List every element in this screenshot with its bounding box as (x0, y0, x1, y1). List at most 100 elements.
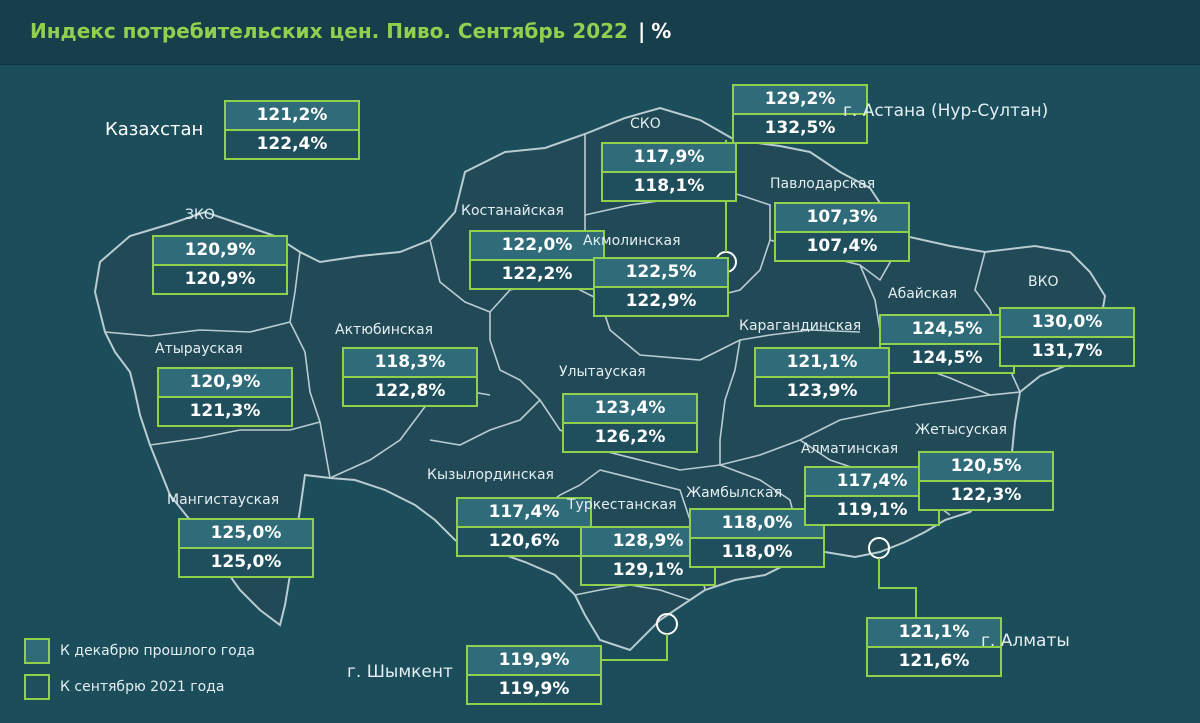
title-text: Индекс потребительских цен. Пиво. Сентяб… (30, 19, 628, 43)
value-sep: 122,2% (471, 261, 603, 288)
label-almaty-city: г. Алматы (981, 631, 1070, 651)
value-sep: 120,9% (154, 266, 286, 293)
title-separator: | (637, 19, 646, 43)
value-sep: 121,3% (159, 398, 291, 425)
label-vko: ВКО (1028, 274, 1059, 290)
box-aktobe: 118,3% 122,8% (342, 347, 478, 407)
border-ulytau-karaganda (599, 299, 861, 361)
value-sep: 118,1% (603, 173, 735, 200)
value-dec: 118,3% (344, 349, 476, 378)
value-sep: 129,1% (582, 557, 714, 584)
legend-item-sep: К сентябрю 2021 года (24, 669, 255, 705)
value-dec: 120,9% (159, 369, 291, 398)
value-dec: 122,0% (471, 232, 603, 261)
box-shymkent: 119,9% 119,9% (466, 645, 602, 705)
label-zko: ЗКО (185, 207, 215, 223)
value-dec: 130,0% (1001, 309, 1133, 338)
almaty-leader (878, 558, 917, 617)
box-zhetysu: 120,5% 122,3% (918, 451, 1054, 511)
shymkent-marker (656, 613, 678, 635)
value-dec: 123,4% (564, 395, 696, 424)
border-mangistau (149, 421, 321, 446)
label-karaganda: Карагандинская (739, 318, 862, 334)
legend-label-sep: К сентябрю 2021 года (60, 679, 225, 695)
box-kazakhstan: 121,2% 122,4% (224, 100, 360, 160)
label-atyrau: Атырауская (155, 341, 243, 357)
label-pavlodar: Павлодарская (770, 176, 876, 192)
value-sep: 119,1% (806, 497, 938, 524)
title-unit: % (651, 19, 672, 43)
value-sep: 126,2% (564, 424, 696, 451)
box-abai: 124,5% 124,5% (879, 314, 1015, 374)
label-astana: г. Астана (Нур-Султан) (843, 101, 1049, 121)
label-almaty-region: Алматинская (801, 441, 899, 457)
value-sep: 107,4% (776, 233, 908, 260)
box-turkestan: 128,9% 129,1% (580, 526, 716, 586)
legend: К декабрю прошлого года К сентябрю 2021 … (24, 633, 255, 705)
box-zko: 120,9% 120,9% (152, 235, 288, 295)
value-sep: 125,0% (180, 549, 312, 576)
border-atyrau-north (104, 321, 291, 337)
value-dec: 129,2% (734, 86, 866, 115)
legend-item-dec: К декабрю прошлого года (24, 633, 255, 669)
label-sko: СКО (630, 116, 661, 132)
label-zhetysu: Жетысуская (915, 422, 1008, 438)
border-aktobe-kostanay (429, 239, 491, 313)
box-akmola: 122,5% 122,9% (593, 257, 729, 317)
box-pavlodar: 107,3% 107,4% (774, 202, 910, 262)
label-kazakhstan: Казахстан (105, 119, 204, 140)
box-almaty-region: 117,4% 119,1% (804, 466, 940, 526)
legend-label-dec: К декабрю прошлого года (60, 643, 255, 659)
header-bar: Индекс потребительских цен. Пиво. Сентяб… (0, 0, 1200, 65)
value-dec: 117,4% (806, 468, 938, 497)
box-atyrau: 120,9% 121,3% (157, 367, 293, 427)
value-sep: 121,6% (868, 648, 1000, 675)
value-dec: 107,3% (776, 204, 908, 233)
legend-swatch-dec (24, 638, 50, 664)
value-sep: 131,7% (1001, 338, 1133, 365)
box-zhambyl: 118,0% 118,0% (689, 508, 825, 568)
value-sep: 122,3% (920, 482, 1052, 509)
value-dec: 120,5% (920, 453, 1052, 482)
label-kyzylorda: Кызылординская (427, 467, 554, 483)
box-kostanay: 122,0% 122,2% (469, 230, 605, 290)
border-zko-aktobe (289, 251, 306, 353)
value-sep: 120,6% (458, 528, 590, 555)
box-karaganda: 121,1% 123,9% (754, 347, 890, 407)
label-kostanay: Костанайская (461, 203, 564, 219)
label-abai: Абайская (888, 286, 958, 302)
value-sep: 124,5% (881, 345, 1013, 372)
box-kyzylorda: 117,4% 120,6% (456, 497, 592, 557)
value-sep: 118,0% (691, 539, 823, 566)
box-almaty-city: 121,1% 121,6% (866, 617, 1002, 677)
value-dec: 121,2% (226, 102, 358, 131)
box-astana: 129,2% 132,5% (732, 84, 868, 144)
box-vko: 130,0% 131,7% (999, 307, 1135, 367)
value-sep: 122,9% (595, 288, 727, 315)
label-shymkent: г. Шымкент (347, 662, 453, 682)
value-sep: 122,8% (344, 378, 476, 405)
border-atyrau-aktobe (304, 351, 331, 479)
border-karaganda-ulytau-west (719, 339, 741, 465)
label-ulytau: Улытауская (559, 364, 646, 380)
value-sep: 123,9% (756, 378, 888, 405)
value-dec: 124,5% (881, 316, 1013, 345)
value-sep: 132,5% (734, 115, 866, 142)
value-dec: 117,4% (458, 499, 590, 528)
page-title: Индекс потребительских цен. Пиво. Сентяб… (30, 19, 671, 43)
legend-swatch-sep (24, 674, 50, 700)
value-dec: 121,1% (868, 619, 1000, 648)
label-zhambyl: Жамбылская (686, 485, 783, 501)
box-mangistau: 125,0% 125,0% (178, 518, 314, 578)
label-mangistau: Мангистауская (167, 492, 280, 508)
value-dec: 117,9% (603, 144, 735, 173)
label-aktobe: Актюбинская (335, 322, 434, 338)
value-sep: 122,4% (226, 131, 358, 158)
value-dec: 119,9% (468, 647, 600, 676)
value-dec: 118,0% (691, 510, 823, 539)
label-akmola: Акмолинская (583, 233, 681, 249)
value-dec: 122,5% (595, 259, 727, 288)
value-dec: 121,1% (756, 349, 888, 378)
box-ulytau: 123,4% 126,2% (562, 393, 698, 453)
box-sko: 117,9% 118,1% (601, 142, 737, 202)
